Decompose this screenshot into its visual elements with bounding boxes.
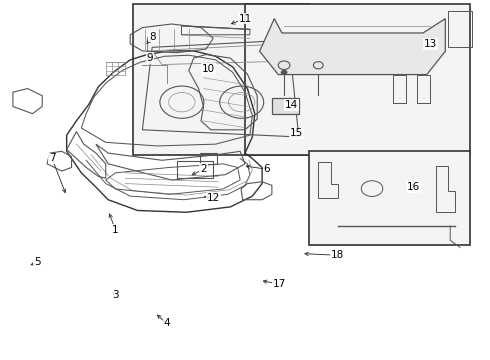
Text: 10: 10 (202, 64, 215, 74)
Text: 1: 1 (112, 225, 119, 235)
Bar (200, 153, 217, 164)
Text: 12: 12 (207, 193, 220, 203)
Bar (176, 161, 213, 178)
Text: 3: 3 (112, 290, 119, 300)
Text: 7: 7 (49, 153, 55, 163)
Polygon shape (260, 19, 445, 75)
Text: 17: 17 (272, 279, 286, 289)
Text: 5: 5 (34, 257, 41, 267)
Text: 9: 9 (147, 53, 153, 63)
Text: 4: 4 (164, 319, 170, 328)
Text: 11: 11 (238, 14, 252, 24)
Text: 13: 13 (424, 39, 437, 49)
Text: 16: 16 (407, 182, 420, 192)
Text: 15: 15 (290, 129, 303, 138)
Bar (133, 4, 309, 155)
Text: 2: 2 (200, 164, 207, 174)
Bar (272, 98, 299, 114)
Circle shape (281, 70, 288, 75)
Text: 6: 6 (264, 164, 270, 174)
Text: 14: 14 (285, 100, 298, 110)
Bar (309, 151, 470, 244)
Text: 18: 18 (331, 250, 344, 260)
Text: 8: 8 (149, 32, 155, 41)
Bar (245, 4, 470, 155)
